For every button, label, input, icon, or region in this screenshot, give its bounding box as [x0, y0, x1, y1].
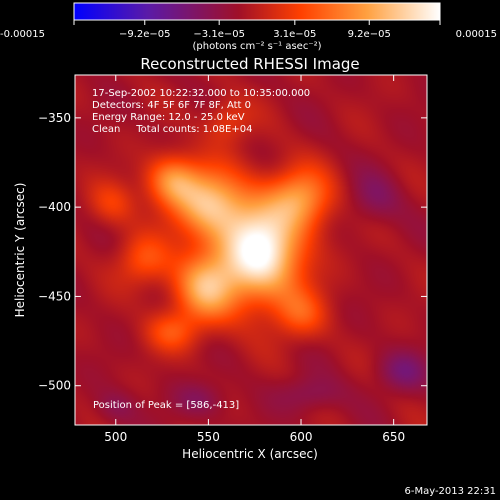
annotation-block: 17-Sep-2002 10:22:32.000 to 10:35:00.000…	[92, 88, 310, 135]
y-tick-label: −450	[38, 289, 71, 303]
colorbar-tick-label: −9.2e−05	[119, 29, 171, 40]
annotation-energy-range: Energy Range: 12.0 - 25.0 keV	[92, 112, 245, 123]
plot-frame	[74, 74, 428, 426]
x-tick-label: 500	[104, 430, 127, 444]
colorbar-ticks: -0.00015 −9.2e−05 −3.1e−05 3.1e−05 9.2e−05 0.…	[0, 20, 497, 40]
y-axis-label: Heliocentric Y (arcsec)	[13, 183, 27, 318]
y-axis-ticks: −350 −400 −450 −500	[38, 111, 427, 393]
x-axis-ticks: 500 550 600 650	[104, 75, 405, 444]
colorbar-tick-label: 3.1e−05	[273, 29, 316, 40]
colorbar: -0.00015 −9.2e−05 −3.1e−05 3.1e−05 9.2e−05 0.…	[0, 2, 497, 52]
colorbar-unit-label: (photons cm⁻² s⁻¹ asec⁻²)	[192, 41, 321, 52]
heatmap-image	[75, 75, 427, 425]
colorbar-tick-label: -0.00015	[0, 29, 45, 40]
annotation-time-range: 17-Sep-2002 10:22:32.000 to 10:35:00.000	[92, 88, 310, 99]
colorbar-tick-label: 0.00015	[456, 29, 497, 40]
x-tick-label: 550	[197, 430, 220, 444]
annotation-clean-counts: Clean Total counts: 1.08E+04	[92, 124, 252, 135]
colorbar-strip	[73, 2, 441, 21]
plot-area: 500 550 600 650 −350 −400 −450 −500 17-Sep-200…	[38, 74, 428, 444]
y-tick-label: −400	[38, 200, 71, 214]
colorbar-tick-label: −3.1e−05	[193, 29, 245, 40]
colorbar-tick-label: 9.2e−05	[348, 29, 391, 40]
chart-title: Reconstructed RHESSI Image	[140, 55, 359, 73]
peak-position-label: Position of Peak = [586,-413]	[93, 400, 239, 411]
y-tick-label: −350	[38, 111, 71, 125]
annotation-detectors: Detectors: 4F 5F 6F 7F 8F, Att 0	[92, 100, 251, 111]
footer-date: 6-May-2013 22:31	[404, 486, 496, 497]
x-tick-label: 650	[382, 430, 405, 444]
y-tick-label: −500	[38, 379, 71, 393]
x-axis-label: Heliocentric X (arcsec)	[182, 447, 318, 461]
x-tick-label: 600	[290, 430, 313, 444]
